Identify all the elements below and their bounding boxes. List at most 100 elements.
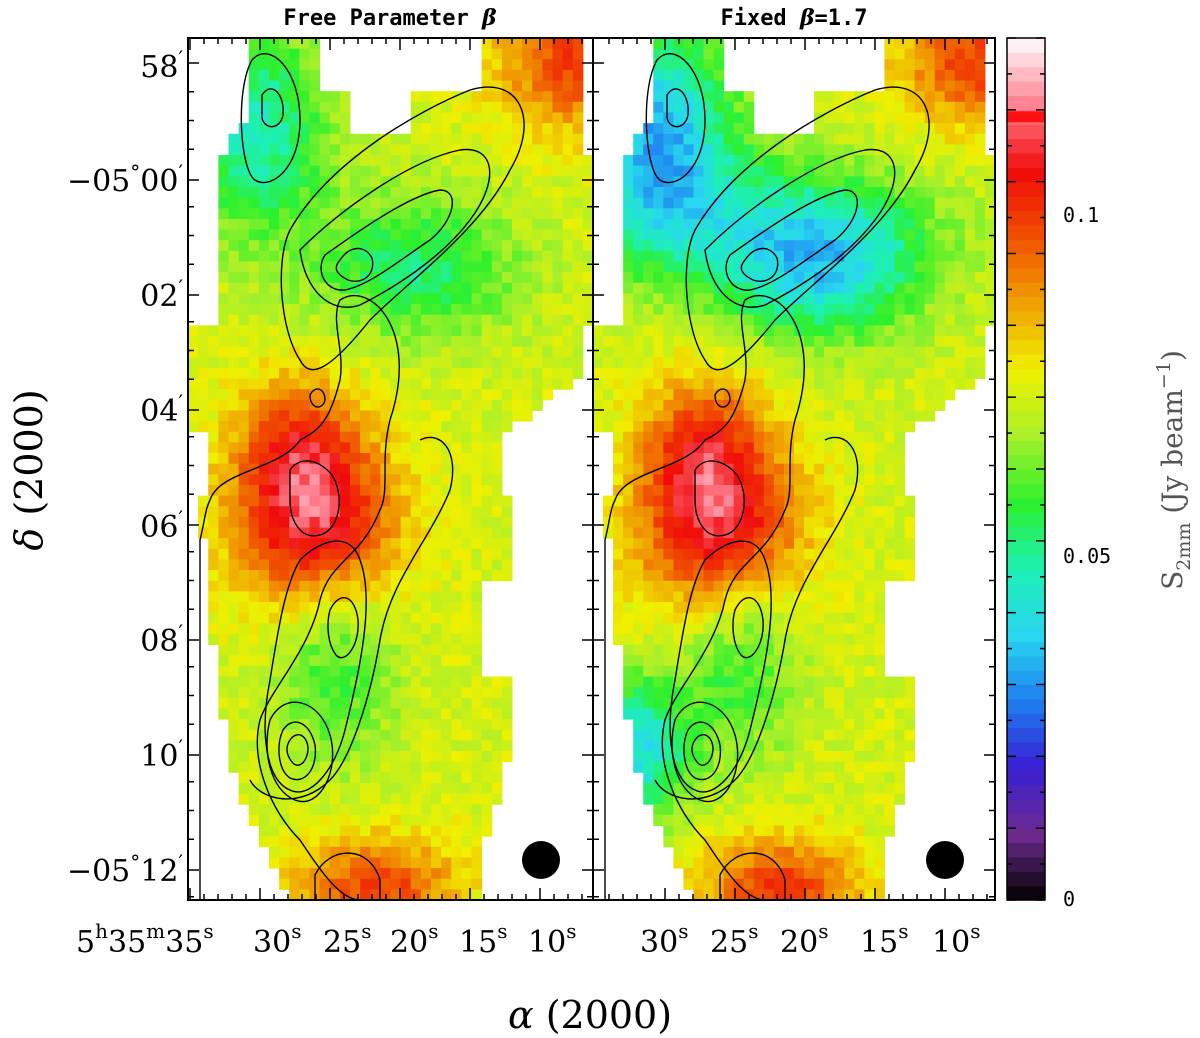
heatmap-cell (431, 846, 442, 858)
heatmap-cell (713, 580, 725, 592)
heatmap-cell (522, 197, 533, 209)
heatmap-cell (532, 389, 543, 401)
heatmap-cell (279, 495, 290, 507)
heatmap-cell (663, 623, 674, 635)
heatmap-cell (501, 570, 513, 582)
heatmap-cell (773, 463, 785, 475)
heatmap-cell (410, 304, 422, 316)
heatmap-cell (673, 293, 684, 305)
heatmap-cell (914, 378, 926, 390)
heatmap-cell (773, 357, 785, 369)
heatmap-cell (733, 133, 745, 145)
heatmap-cell (663, 91, 674, 103)
heatmap-cell (582, 282, 593, 294)
heatmap-cell (904, 176, 916, 188)
heatmap-cell (451, 112, 462, 124)
heatmap-cell (884, 272, 895, 284)
heatmap-cell (643, 623, 654, 635)
heatmap-cell (703, 484, 715, 497)
heatmap-cell (673, 314, 684, 326)
heatmap-cell (773, 623, 785, 635)
heatmap-cell (884, 133, 895, 145)
heatmap-cell (713, 155, 725, 167)
heatmap-cell (633, 325, 644, 337)
heatmap-cell (623, 165, 634, 177)
heatmap-cell (954, 101, 966, 113)
heatmap-cell (763, 793, 775, 805)
heatmap-cell (441, 751, 452, 763)
heatmap-cell (964, 59, 976, 71)
heatmap-cell (491, 399, 503, 411)
heatmap-cell (410, 655, 422, 667)
heatmap-cell (824, 804, 835, 816)
heatmap-cell (441, 304, 452, 316)
heatmap-cell (794, 208, 805, 220)
heatmap-cell (562, 250, 574, 262)
heatmap-cell (279, 282, 290, 294)
heatmap-cell (319, 474, 331, 486)
heatmap-cell (844, 314, 855, 326)
heatmap-cell (693, 782, 705, 795)
heatmap-cell (208, 367, 219, 380)
heatmap-cell (894, 719, 906, 731)
heatmap-cell (783, 665, 795, 678)
heatmap-cell (794, 335, 805, 348)
heatmap-cell (904, 101, 916, 113)
heatmap-cell (733, 112, 745, 124)
heatmap-cell (613, 623, 624, 635)
heatmap-cell (299, 59, 311, 71)
heatmap-cell (491, 431, 503, 443)
heatmap-cell (309, 293, 321, 305)
heatmap-cell (491, 218, 503, 231)
heatmap-cell (693, 697, 705, 709)
heatmap-cell (763, 463, 775, 475)
heatmap-cell (420, 559, 432, 571)
heatmap-cell (663, 165, 674, 177)
heatmap-cell (238, 719, 250, 731)
heatmap-cell (703, 793, 715, 805)
heatmap-cell (703, 80, 715, 92)
heatmap-cell (854, 399, 865, 411)
heatmap-cell (874, 527, 885, 539)
heatmap-cell (319, 346, 331, 358)
heatmap-cell (339, 208, 351, 220)
heatmap-cell (289, 687, 300, 699)
heatmap-cell (864, 463, 875, 475)
heatmap-cell (441, 836, 452, 848)
heatmap-cell (743, 123, 755, 135)
heatmap-cell (380, 133, 392, 145)
heatmap-cell (329, 335, 341, 348)
heatmap-cell (289, 197, 300, 209)
heatmap-cell (258, 527, 270, 539)
heatmap-cell (643, 389, 654, 401)
heatmap-cell (683, 335, 694, 348)
heatmap-cell (633, 687, 644, 699)
heatmap-cell (248, 208, 260, 220)
heatmap-cell (400, 431, 412, 443)
heatmap-cell (289, 751, 300, 763)
heatmap-cell (451, 548, 462, 560)
heatmap-cell (683, 38, 694, 50)
heatmap-cell (703, 197, 715, 209)
heatmap-cell (218, 155, 230, 167)
heatmap-cell (289, 644, 300, 656)
heatmap-cell (501, 719, 513, 731)
heatmap-cell (824, 729, 835, 741)
heatmap-cell (431, 133, 442, 145)
heatmap-cell (824, 825, 835, 837)
heatmap-cell (410, 474, 422, 486)
heatmap-cell (410, 676, 422, 688)
heatmap-cell (773, 804, 785, 816)
heatmap-cell (572, 367, 584, 380)
heatmap-cell (400, 751, 412, 763)
heatmap-cell (663, 218, 674, 231)
heatmap-cell (319, 665, 331, 678)
heatmap-cell (934, 335, 946, 348)
heatmap-cell (844, 676, 855, 688)
heatmap-cell (874, 633, 885, 646)
contour-line (264, 540, 367, 793)
heatmap-cell (390, 761, 402, 773)
heatmap-cell (683, 846, 694, 858)
heatmap-cell (723, 633, 735, 646)
heatmap-cell (522, 218, 533, 231)
